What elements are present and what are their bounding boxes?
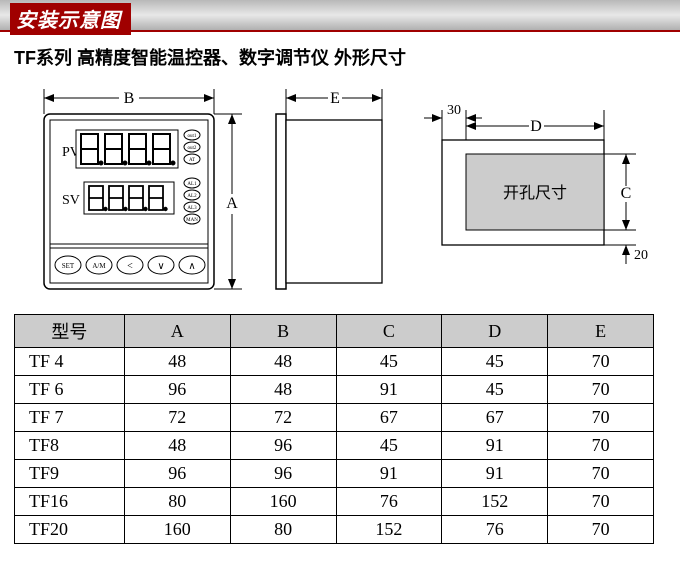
- table-cell: TF16: [15, 488, 125, 516]
- table-cell: TF 4: [15, 348, 125, 376]
- table-row: TF20160801527670: [15, 516, 654, 544]
- table-cell: TF8: [15, 432, 125, 460]
- table-cell: TF20: [15, 516, 125, 544]
- cutout-text: 开孔尺寸: [503, 184, 567, 202]
- table-cell: 72: [124, 404, 230, 432]
- dim-20-label: 20: [634, 248, 648, 263]
- sv-digits: [84, 182, 174, 214]
- dim-a-label: A: [226, 195, 238, 212]
- col-a: A: [124, 315, 230, 348]
- table-row: TF 69648914570: [15, 376, 654, 404]
- table-cell: TF9: [15, 460, 125, 488]
- table-cell: 80: [230, 516, 336, 544]
- table-cell: 45: [442, 376, 548, 404]
- table-header-row: 型号 A B C D E: [15, 315, 654, 348]
- dim-e-label: E: [330, 90, 340, 107]
- table-cell: 91: [336, 376, 442, 404]
- header-band: 安装示意图: [0, 0, 680, 32]
- page-subtitle: TF系列 高精度智能温控器、数字调节仪 外形尺寸: [14, 44, 666, 70]
- table-cell: 96: [230, 460, 336, 488]
- table-row: TF 77272676770: [15, 404, 654, 432]
- col-b: B: [230, 315, 336, 348]
- svg-text:<: <: [127, 261, 133, 272]
- svg-text:∨: ∨: [157, 261, 164, 272]
- table-cell: 48: [124, 432, 230, 460]
- table-cell: 72: [230, 404, 336, 432]
- table-cell: 70: [548, 488, 654, 516]
- header-title: 安装示意图: [10, 3, 131, 35]
- table-cell: 76: [442, 516, 548, 544]
- table-cell: 48: [230, 348, 336, 376]
- svg-text:AT: AT: [189, 158, 195, 163]
- table-row: TF 44848454570: [15, 348, 654, 376]
- table-cell: 160: [124, 516, 230, 544]
- diagram-row: B PV ou: [0, 78, 680, 314]
- table-cell: 91: [442, 460, 548, 488]
- table-cell: 70: [548, 460, 654, 488]
- table-cell: 70: [548, 348, 654, 376]
- svg-text:AL1: AL1: [187, 182, 197, 187]
- table-cell: TF 6: [15, 376, 125, 404]
- table-cell: 96: [124, 376, 230, 404]
- svg-text:MAN: MAN: [186, 218, 198, 223]
- table-cell: 160: [230, 488, 336, 516]
- table-cell: 96: [124, 460, 230, 488]
- table-cell: 70: [548, 516, 654, 544]
- table-cell: TF 7: [15, 404, 125, 432]
- col-c: C: [336, 315, 442, 348]
- table-cell: 70: [548, 404, 654, 432]
- table-row: TF99696919170: [15, 460, 654, 488]
- front-view-diagram: B PV ou: [14, 84, 244, 304]
- table-cell: 80: [124, 488, 230, 516]
- cutout-diagram: 30 D 开孔尺寸 C 20: [424, 104, 654, 284]
- table-cell: 45: [336, 348, 442, 376]
- svg-text:out1: out1: [188, 134, 197, 139]
- button-row: SET A/M < ∨ ∧: [55, 256, 205, 274]
- table-cell: 70: [548, 376, 654, 404]
- table-row: TF16801607615270: [15, 488, 654, 516]
- col-d: D: [442, 315, 548, 348]
- table-cell: 76: [336, 488, 442, 516]
- table-cell: 91: [442, 432, 548, 460]
- svg-text:∧: ∧: [188, 261, 195, 272]
- svg-text:AL3: AL3: [187, 206, 197, 211]
- table-row: TF84896459170: [15, 432, 654, 460]
- dim-d-label: D: [530, 118, 542, 135]
- table-cell: 48: [230, 376, 336, 404]
- table-cell: 67: [336, 404, 442, 432]
- svg-text:A/M: A/M: [92, 262, 106, 270]
- side-view-diagram: E: [264, 84, 404, 304]
- svg-text:AL2: AL2: [187, 194, 197, 199]
- table-cell: 70: [548, 432, 654, 460]
- sv-label: SV: [62, 193, 80, 208]
- col-model: 型号: [15, 315, 125, 348]
- pv-digits: [76, 130, 178, 168]
- dimensions-table-wrap: 型号 A B C D E TF 44848454570TF 6964891457…: [0, 314, 680, 558]
- table-cell: 152: [442, 488, 548, 516]
- col-e: E: [548, 315, 654, 348]
- table-cell: 152: [336, 516, 442, 544]
- dim-b-label: B: [124, 90, 135, 107]
- table-cell: 96: [230, 432, 336, 460]
- svg-text:out2: out2: [188, 146, 197, 151]
- dim-30-label: 30: [447, 104, 461, 118]
- table-cell: 45: [336, 432, 442, 460]
- table-cell: 45: [442, 348, 548, 376]
- dim-c-label: C: [621, 185, 632, 202]
- svg-text:SET: SET: [62, 262, 75, 270]
- dimensions-table: 型号 A B C D E TF 44848454570TF 6964891457…: [14, 314, 654, 544]
- table-cell: 91: [336, 460, 442, 488]
- table-cell: 67: [442, 404, 548, 432]
- table-cell: 48: [124, 348, 230, 376]
